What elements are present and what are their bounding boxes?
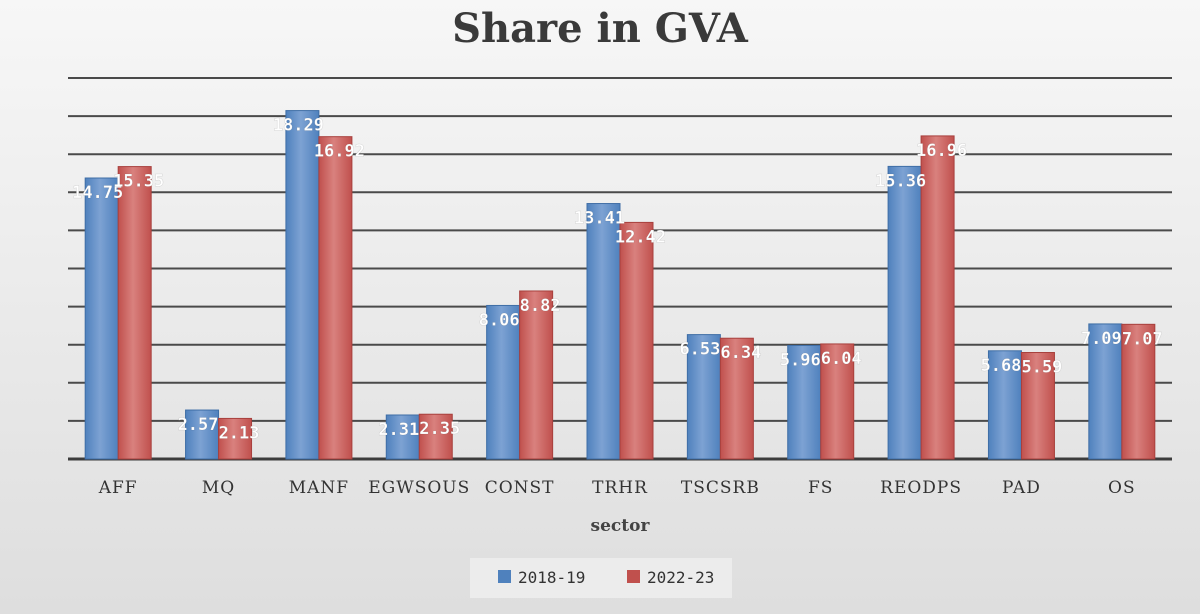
bar-2022-23-CONST bbox=[519, 290, 554, 460]
x-tick-label: OS bbox=[1108, 478, 1136, 498]
data-label: 7.09 bbox=[1081, 329, 1122, 349]
x-tick-label: FS bbox=[808, 478, 833, 498]
legend-label: 2018-19 bbox=[518, 568, 585, 587]
data-label: 5.68 bbox=[980, 356, 1021, 376]
data-label: 8.06 bbox=[479, 310, 520, 330]
data-label: 6.53 bbox=[679, 340, 720, 360]
data-label: 2.31 bbox=[378, 420, 419, 440]
data-label: 16.92 bbox=[314, 142, 365, 162]
x-tick-labels: AFF MQ MANF EGWSOUS CONST TRHR TSCSRB FS REODPS P… bbox=[98, 478, 1136, 498]
bar-2022-23-EGWSOUS bbox=[418, 413, 453, 460]
x-tick-label: MANF bbox=[289, 478, 349, 498]
x-tick-label: TSCSRB bbox=[681, 478, 760, 498]
x-tick-label: CONST bbox=[485, 478, 555, 498]
legend-swatch-2022-23 bbox=[627, 570, 640, 583]
bar-2018-19-FS bbox=[787, 344, 822, 460]
bar-2022-23-TSCSRB bbox=[719, 337, 754, 460]
data-label: 7.07 bbox=[1122, 329, 1163, 349]
chart-title: Share in GVA bbox=[452, 5, 749, 52]
bar-2018-19-MQ bbox=[185, 409, 220, 460]
data-label: 14.75 bbox=[72, 183, 123, 203]
bar-2018-19-TRHR bbox=[586, 203, 621, 460]
data-label: 16.96 bbox=[916, 141, 967, 161]
data-label: 2.13 bbox=[219, 423, 260, 443]
bar-2022-23-FS bbox=[820, 343, 855, 460]
legend-swatch-2018-19 bbox=[498, 570, 511, 583]
bar-2018-19-REODPS bbox=[887, 165, 922, 460]
data-label: 5.96 bbox=[780, 350, 821, 370]
bar-2018-19-AFF bbox=[84, 177, 119, 460]
bar-2022-23-PAD bbox=[1020, 352, 1055, 460]
bar-2018-19-MANF bbox=[285, 110, 320, 460]
data-label: 2.57 bbox=[178, 415, 219, 435]
x-tick-label: AFF bbox=[98, 478, 138, 498]
x-axis-title: sector bbox=[591, 516, 651, 536]
x-tick-label: MQ bbox=[202, 478, 235, 498]
data-label: 2.35 bbox=[419, 419, 460, 439]
bar-2022-23-AFF bbox=[117, 166, 152, 460]
bar-2018-19-PAD bbox=[987, 350, 1022, 460]
data-label: 15.36 bbox=[875, 171, 926, 191]
bar-2022-23-MQ bbox=[218, 417, 253, 460]
data-label: 6.34 bbox=[720, 343, 761, 363]
data-label: 6.04 bbox=[821, 349, 862, 369]
bar-2022-23-TRHR bbox=[619, 221, 654, 460]
x-tick-label: TRHR bbox=[592, 478, 648, 498]
legend-box bbox=[470, 558, 732, 598]
data-label: 13.41 bbox=[574, 209, 625, 229]
data-label: 18.29 bbox=[273, 116, 324, 136]
data-label: 12.42 bbox=[615, 227, 666, 247]
bars bbox=[84, 110, 1156, 460]
data-label: 8.82 bbox=[520, 296, 561, 316]
bar-2018-19-TSCSRB bbox=[686, 334, 721, 460]
x-tick-label: PAD bbox=[1002, 478, 1041, 498]
legend: 2018-19 2022-23 bbox=[470, 558, 732, 598]
bar-2022-23-OS bbox=[1121, 323, 1156, 460]
x-tick-label: REODPS bbox=[880, 478, 962, 498]
bar-2018-19-OS bbox=[1088, 323, 1123, 460]
bar-2022-23-MANF bbox=[318, 136, 353, 460]
x-tick-label: EGWSOUS bbox=[368, 478, 470, 498]
bar-2018-19-CONST bbox=[486, 304, 521, 460]
bar-2022-23-REODPS bbox=[920, 135, 955, 460]
legend-label: 2022-23 bbox=[647, 568, 714, 587]
data-label: 5.59 bbox=[1021, 358, 1062, 378]
data-label: 15.35 bbox=[113, 172, 164, 192]
